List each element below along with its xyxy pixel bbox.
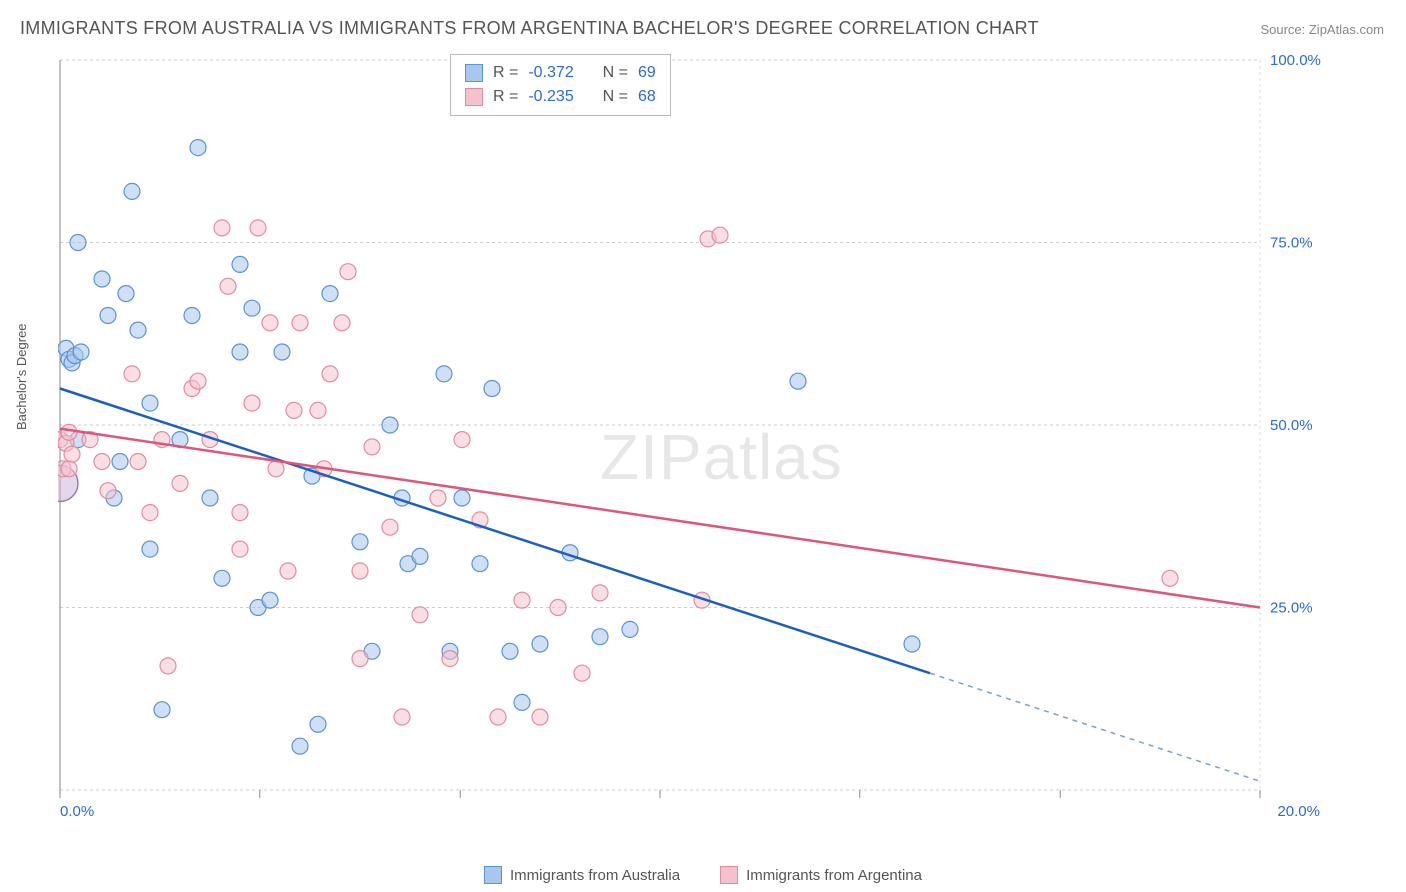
n-label: N = bbox=[603, 61, 628, 85]
chart-title: IMMIGRANTS FROM AUSTRALIA VS IMMIGRANTS … bbox=[20, 18, 1039, 39]
svg-text:100.0%: 100.0% bbox=[1270, 52, 1321, 69]
r-value-argentina: -0.235 bbox=[528, 85, 573, 109]
svg-text:50.0%: 50.0% bbox=[1270, 417, 1313, 434]
swatch-argentina bbox=[720, 866, 738, 884]
swatch-australia bbox=[465, 64, 483, 82]
swatch-australia bbox=[484, 866, 502, 884]
chart-plot-area: 25.0% 50.0% 75.0% 100.0% 0.0% 20.0% bbox=[58, 50, 1328, 820]
svg-text:25.0%: 25.0% bbox=[1270, 600, 1313, 617]
stats-row-australia: R = -0.372 N = 69 bbox=[465, 61, 656, 85]
legend-label-argentina: Immigrants from Argentina bbox=[746, 867, 922, 884]
svg-text:75.0%: 75.0% bbox=[1270, 235, 1313, 252]
stats-row-argentina: R = -0.235 N = 68 bbox=[465, 85, 656, 109]
r-label: R = bbox=[493, 85, 518, 109]
n-label: N = bbox=[603, 85, 628, 109]
swatch-argentina bbox=[465, 88, 483, 106]
n-value-australia: 69 bbox=[638, 61, 656, 85]
scatter-chart-svg: 25.0% 50.0% 75.0% 100.0% 0.0% 20.0% bbox=[58, 50, 1328, 820]
svg-text:0.0%: 0.0% bbox=[60, 803, 94, 820]
series-legend: Immigrants from Australia Immigrants fro… bbox=[0, 866, 1406, 884]
y-axis-label: Bachelor's Degree bbox=[14, 323, 29, 430]
r-value-australia: -0.372 bbox=[528, 61, 573, 85]
n-value-argentina: 68 bbox=[638, 85, 656, 109]
legend-label-australia: Immigrants from Australia bbox=[510, 867, 680, 884]
correlation-stats-legend: R = -0.372 N = 69 R = -0.235 N = 68 bbox=[450, 54, 671, 116]
legend-item-argentina: Immigrants from Argentina bbox=[720, 866, 922, 884]
svg-text:20.0%: 20.0% bbox=[1277, 803, 1320, 820]
legend-item-australia: Immigrants from Australia bbox=[484, 866, 680, 884]
r-label: R = bbox=[493, 61, 518, 85]
source-attribution: Source: ZipAtlas.com bbox=[1260, 22, 1384, 37]
